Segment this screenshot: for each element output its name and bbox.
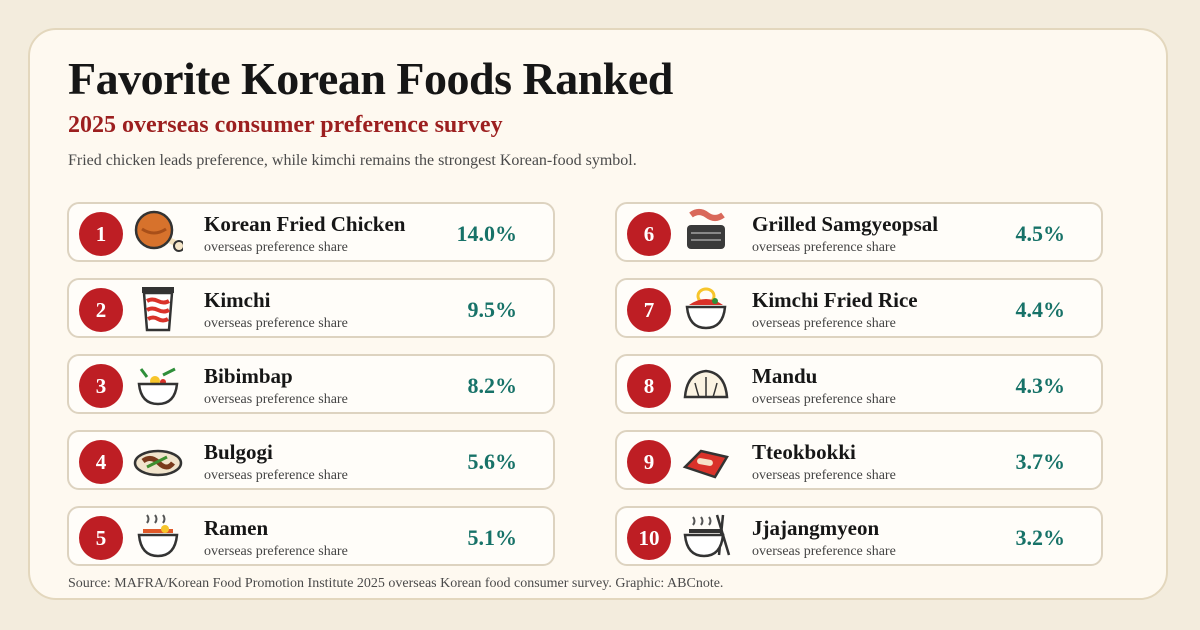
- food-name: Ramen: [204, 516, 269, 540]
- ramen-bowl-icon: [133, 511, 183, 561]
- row-sublabel: overseas preference share: [204, 468, 348, 483]
- ranking-row: 5 Ramen overseas preference share 5.1%: [67, 506, 555, 566]
- rank-badge: 8: [627, 364, 671, 408]
- row-sublabel: overseas preference share: [204, 316, 348, 331]
- rank-badge: 5: [79, 516, 123, 560]
- food-name: Bulgogi: [204, 440, 273, 464]
- food-name: Korean Fried Chicken: [204, 212, 406, 236]
- ranking-row: 3 Bibimbap overseas preference share 8.2%: [67, 354, 555, 414]
- rank-badge: 1: [79, 212, 123, 256]
- ranking-column-left: 1 Korean Fried Chicken overseas preference…: [67, 202, 555, 582]
- row-sublabel: overseas preference share: [752, 544, 896, 559]
- kimchi-jar-icon: [133, 283, 183, 333]
- share-value: 14.0%: [456, 221, 518, 246]
- share-value: 4.4%: [1015, 297, 1066, 322]
- rank-badge: 7: [627, 288, 671, 332]
- rank-badge: 10: [627, 516, 671, 560]
- ranking-row: 6 Grilled Samgyeopsal overseas preference …: [615, 202, 1103, 262]
- ranking-row: 1 Korean Fried Chicken overseas preference…: [67, 202, 555, 262]
- row-sublabel: overseas preference share: [752, 316, 896, 331]
- row-sublabel: overseas preference share: [752, 240, 896, 255]
- rank-badge: 2: [79, 288, 123, 332]
- share-value: 3.7%: [1015, 449, 1066, 474]
- ranking-row: 2 Kimchi overseas preference share 9.5%: [67, 278, 555, 338]
- row-sublabel: overseas preference share: [752, 392, 896, 407]
- ranking-row: 9 Tteokbokki overseas preference share 3.7%: [615, 430, 1103, 490]
- ranking-row: 7 Kimchi Fried Rice overseas preference sh…: [615, 278, 1103, 338]
- infographic-card: Favorite Korean Foods Ranked 2025 overse…: [28, 28, 1168, 600]
- samgyeopsal-grill-icon: [681, 207, 731, 257]
- ranking-column-right: 6 Grilled Samgyeopsal overseas preference …: [615, 202, 1103, 582]
- ranking-row: 4 Bulgogi overseas preference share 5.6%: [67, 430, 555, 490]
- ranking-row: 8 Mandu overseas preference share 4.3%: [615, 354, 1103, 414]
- fried-rice-bowl-icon: [681, 283, 731, 333]
- page-subtitle: 2025 overseas consumer preference survey: [68, 112, 503, 138]
- rank-badge: 4: [79, 440, 123, 484]
- row-sublabel: overseas preference share: [204, 392, 348, 407]
- share-value: 8.2%: [467, 373, 518, 398]
- rank-badge: 9: [627, 440, 671, 484]
- food-name: Mandu: [752, 364, 818, 388]
- page-title: Favorite Korean Foods Ranked: [68, 53, 673, 104]
- food-name: Kimchi: [204, 288, 271, 312]
- food-name: Bibimbap: [204, 364, 293, 388]
- source-note: Source: MAFRA/Korean Food Promotion Inst…: [68, 576, 724, 591]
- row-sublabel: overseas preference share: [204, 544, 348, 559]
- share-value: 4.3%: [1015, 373, 1066, 398]
- dumpling-icon: [681, 359, 731, 409]
- food-name: Jjajangmyeon: [752, 516, 880, 540]
- bibimbap-bowl-icon: [133, 359, 183, 409]
- food-name: Grilled Samgyeopsal: [752, 212, 939, 236]
- share-value: 4.5%: [1015, 221, 1066, 246]
- bulgogi-plate-icon: [133, 435, 183, 485]
- noodle-bowl-chopsticks-icon: [681, 511, 731, 561]
- tteokbokki-icon: [681, 435, 731, 485]
- share-value: 9.5%: [467, 297, 518, 322]
- rank-badge: 3: [79, 364, 123, 408]
- row-sublabel: overseas preference share: [752, 468, 896, 483]
- food-name: Tteokbokki: [752, 440, 856, 464]
- row-sublabel: overseas preference share: [204, 240, 348, 255]
- ranking-row: 10 Jjajangmyeon overseas preference share 3…: [615, 506, 1103, 566]
- fried-chicken-icon: [133, 207, 183, 257]
- food-name: Kimchi Fried Rice: [752, 288, 918, 312]
- share-value: 3.2%: [1015, 525, 1066, 550]
- share-value: 5.1%: [467, 525, 518, 550]
- share-value: 5.6%: [467, 449, 518, 474]
- summary-note: Fried chicken leads preference, while ki…: [68, 152, 637, 169]
- rank-badge: 6: [627, 212, 671, 256]
